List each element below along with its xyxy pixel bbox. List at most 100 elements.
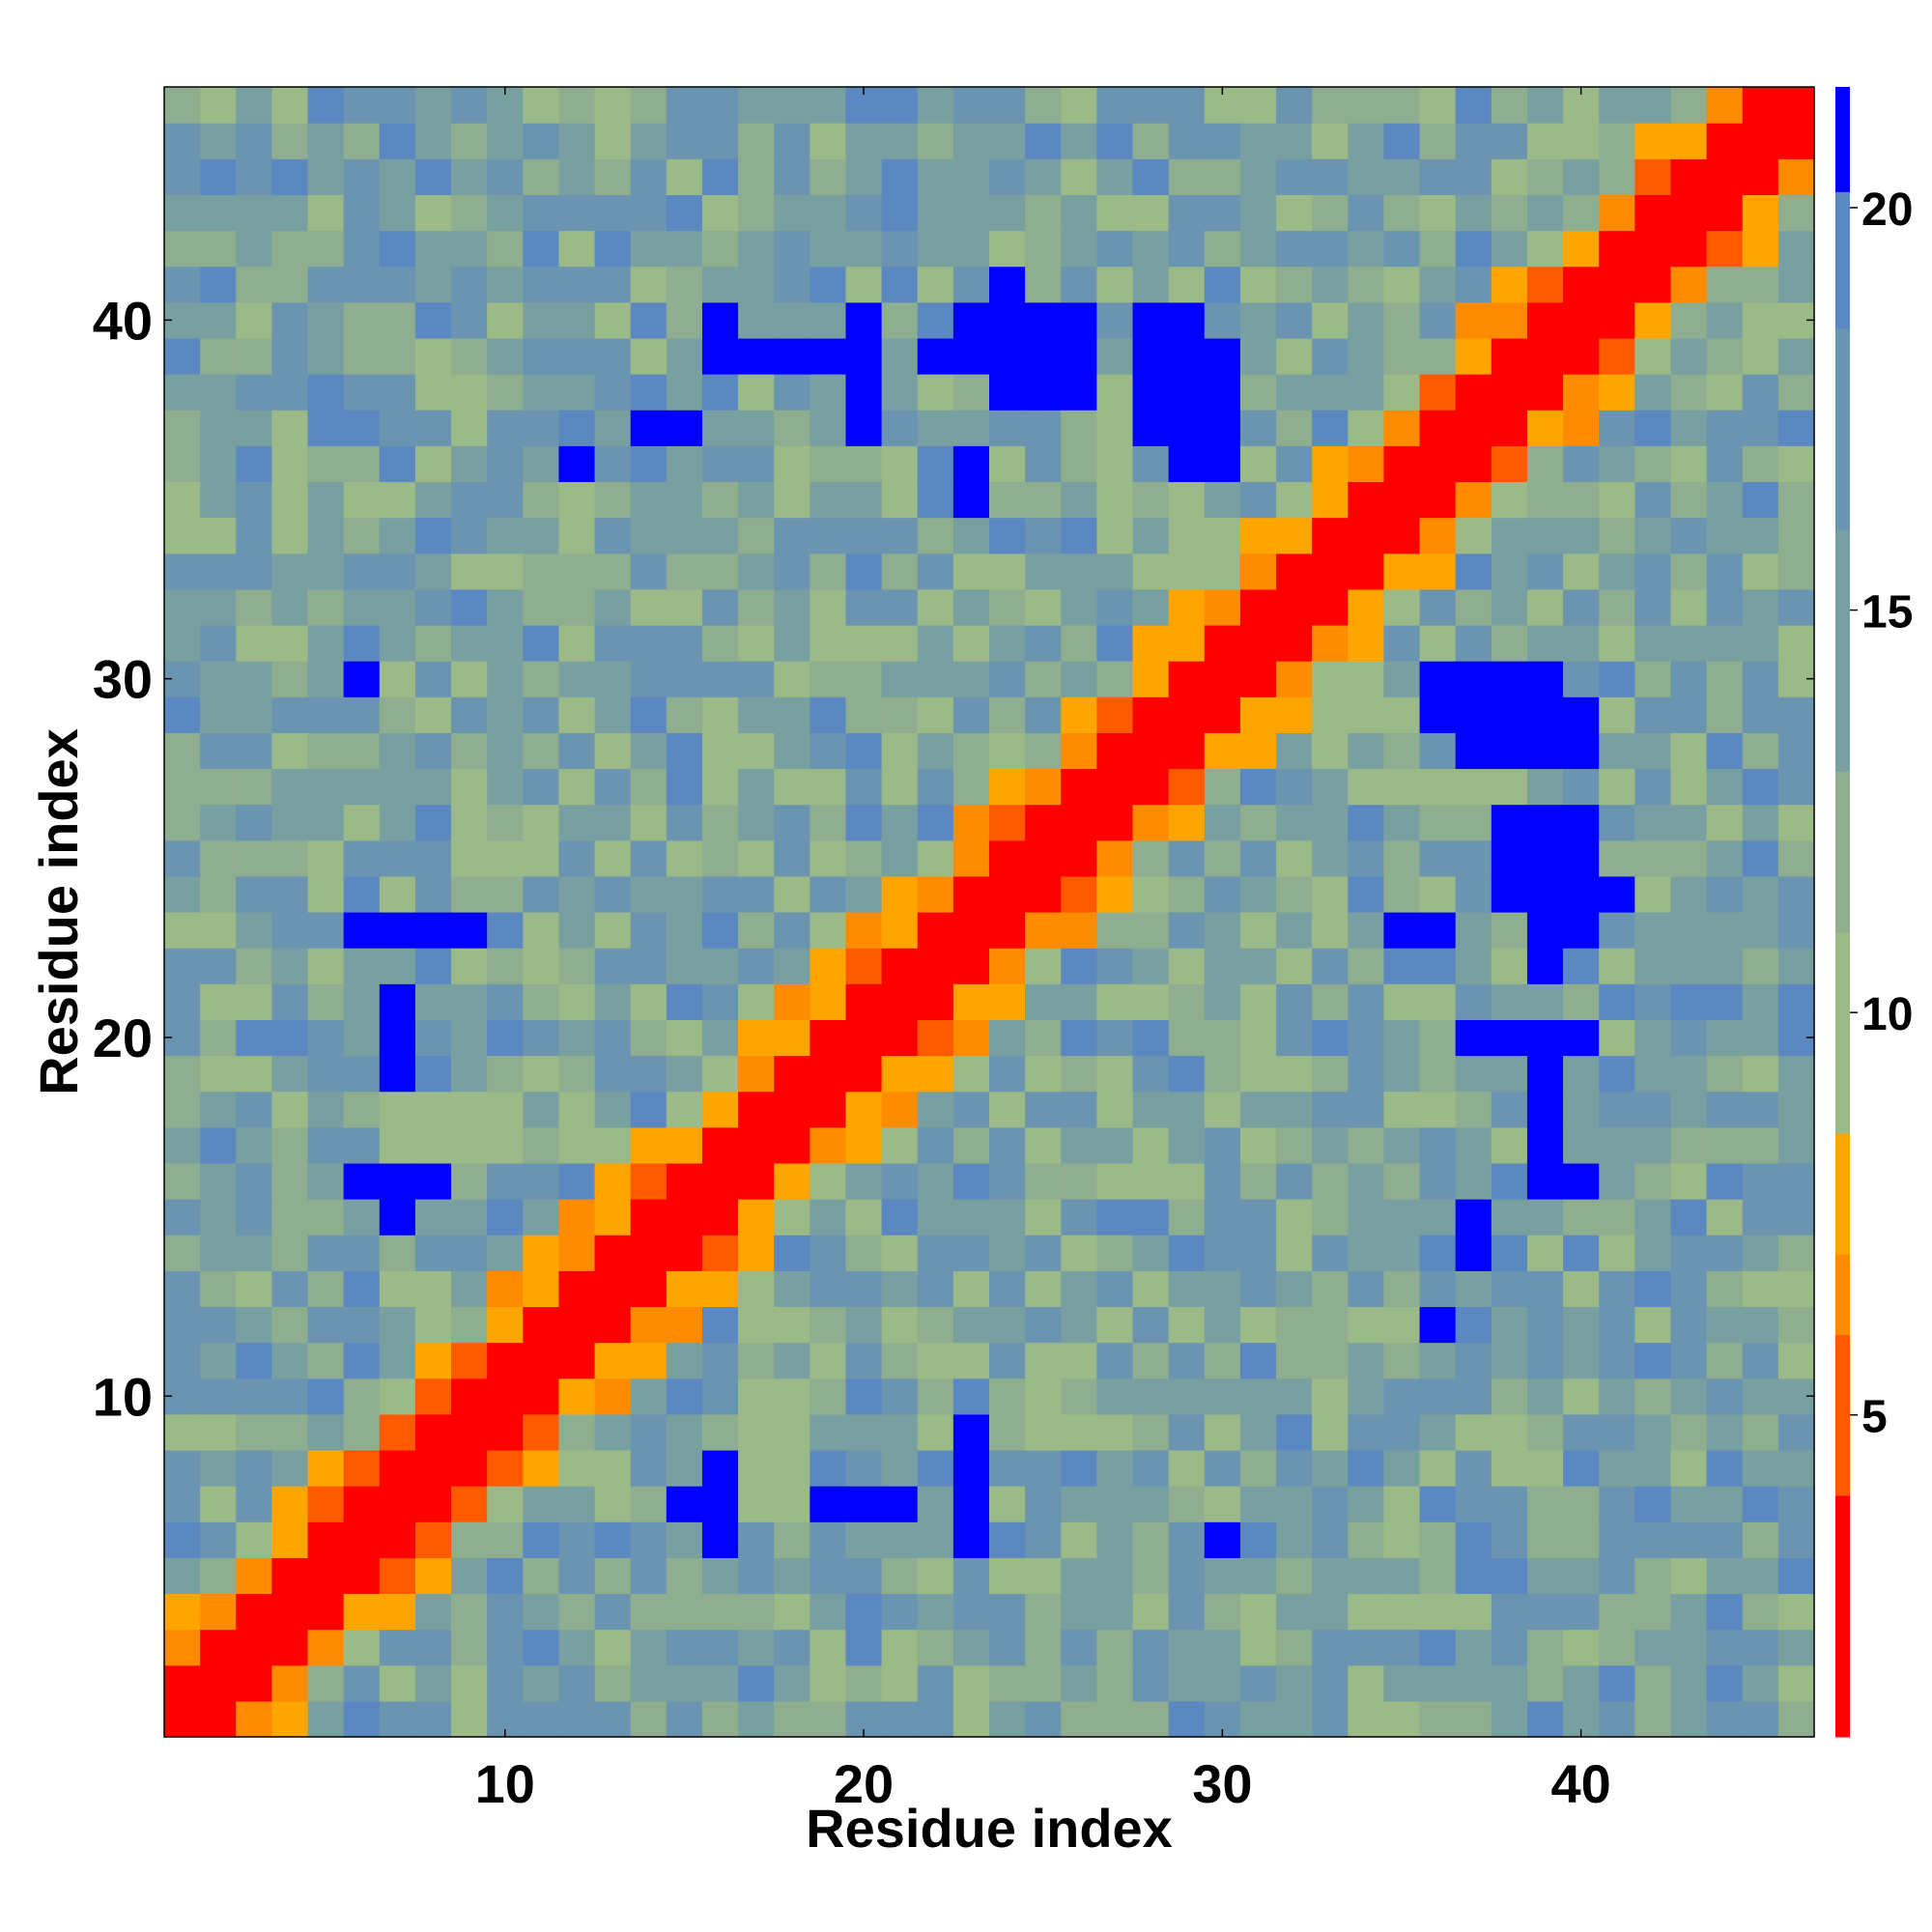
heatmap-cell <box>952 1378 990 1415</box>
heatmap-cell <box>1742 1019 1779 1057</box>
heatmap-cell <box>1563 768 1600 806</box>
heatmap-cell <box>1670 1270 1708 1308</box>
colorbar-tick-label: 10 <box>1861 989 1913 1040</box>
heatmap-cell <box>1239 481 1277 519</box>
heatmap-cell <box>1670 194 1708 232</box>
heatmap-cell <box>1634 1449 1672 1487</box>
heatmap-cell <box>451 410 488 446</box>
heatmap-cell <box>1132 123 1170 159</box>
heatmap-cell <box>1777 732 1815 770</box>
heatmap-cell <box>343 1700 381 1738</box>
heatmap-cell <box>343 410 381 446</box>
heatmap-cell <box>917 768 954 806</box>
heatmap-cell <box>1491 732 1528 770</box>
heatmap-cell <box>630 1413 668 1451</box>
heatmap-cell <box>1599 445 1635 483</box>
heatmap-cell <box>1706 1449 1744 1487</box>
heatmap-cell <box>1526 481 1564 519</box>
heatmap-cell <box>1239 1593 1277 1631</box>
heatmap-cell <box>1025 158 1062 195</box>
heatmap-cell <box>307 194 345 232</box>
heatmap-cell <box>1706 1162 1744 1200</box>
heatmap-cell <box>1634 301 1672 339</box>
heatmap-cell <box>343 1019 381 1057</box>
heatmap-cell <box>666 768 703 806</box>
heatmap-cell <box>236 1055 272 1093</box>
heatmap-cell <box>1634 553 1672 590</box>
heatmap-cell <box>1742 1449 1779 1487</box>
heatmap-cell <box>1670 696 1708 733</box>
heatmap-cell <box>1526 804 1564 841</box>
heatmap-cell <box>594 1378 632 1415</box>
heatmap-cell <box>810 624 847 662</box>
heatmap-cell <box>523 1629 560 1666</box>
heatmap-cell <box>164 1270 201 1308</box>
heatmap-cell <box>343 1664 381 1702</box>
heatmap-cell <box>917 732 954 770</box>
heatmap-cell <box>523 1199 560 1236</box>
heatmap-cell <box>881 1126 919 1164</box>
heatmap-cell <box>1061 1306 1097 1344</box>
heatmap-cell <box>236 553 272 590</box>
heatmap-cell <box>307 1162 345 1200</box>
heatmap-cell <box>271 1126 309 1164</box>
heatmap-cell <box>1706 1664 1744 1702</box>
heatmap-cell <box>1455 410 1492 446</box>
heatmap-cell <box>1204 230 1241 268</box>
heatmap-cell <box>414 804 452 841</box>
heatmap-cell <box>200 1306 237 1344</box>
heatmap-cell <box>1348 445 1385 483</box>
heatmap-cell <box>523 732 560 770</box>
heatmap-cell <box>1455 1413 1492 1451</box>
heatmap-cell <box>630 588 668 626</box>
heatmap-cell <box>1706 912 1744 949</box>
heatmap-cell <box>379 337 416 375</box>
heatmap-cell <box>881 1055 919 1093</box>
heatmap-cell <box>666 123 703 159</box>
heatmap-cell <box>271 983 309 1020</box>
heatmap-cell <box>1599 1270 1635 1308</box>
heatmap-cell <box>1491 1593 1528 1631</box>
heatmap-cell <box>630 1091 668 1128</box>
heatmap-cell <box>1526 732 1564 770</box>
heatmap-cell <box>307 1629 345 1666</box>
heatmap-cell <box>1132 732 1170 770</box>
heatmap-cell <box>1383 768 1421 806</box>
heatmap-cell <box>917 661 954 697</box>
heatmap-cell <box>594 481 632 519</box>
heatmap-cell <box>774 553 810 590</box>
heatmap-cell <box>1563 1413 1600 1451</box>
heatmap-cell <box>1777 1270 1815 1308</box>
heatmap-cell <box>738 1557 775 1595</box>
heatmap-cell <box>1599 1521 1635 1558</box>
heatmap-cell <box>1491 374 1528 411</box>
heatmap-cell <box>487 983 524 1020</box>
heatmap-cell <box>1634 1091 1672 1128</box>
heatmap-cell <box>1132 1593 1170 1631</box>
heatmap-cell <box>917 804 954 841</box>
heatmap-cell <box>952 266 990 303</box>
heatmap-cell <box>343 1235 381 1271</box>
heatmap-cell <box>1025 1270 1062 1308</box>
heatmap-cell <box>1455 1019 1492 1057</box>
heatmap-cell <box>845 374 883 411</box>
heatmap-cell <box>1634 1557 1672 1595</box>
heatmap-cell <box>1204 696 1241 733</box>
heatmap-cell <box>451 768 488 806</box>
heatmap-cell <box>1276 194 1313 232</box>
heatmap-cell <box>952 517 990 554</box>
heatmap-cell <box>738 1593 775 1631</box>
heatmap-cell <box>1563 804 1600 841</box>
heatmap-cell <box>414 123 452 159</box>
heatmap-cell <box>1742 194 1779 232</box>
heatmap-cell <box>164 410 201 446</box>
heatmap-cell <box>1526 337 1564 375</box>
heatmap-cell <box>1419 1413 1457 1451</box>
heatmap-cell <box>379 1413 416 1451</box>
heatmap-cell <box>487 732 524 770</box>
heatmap-cell <box>1025 1091 1062 1128</box>
heatmap-cell <box>1025 266 1062 303</box>
heatmap-cell <box>307 445 345 483</box>
heatmap-cell <box>343 1162 381 1200</box>
heatmap-cell <box>271 1199 309 1236</box>
